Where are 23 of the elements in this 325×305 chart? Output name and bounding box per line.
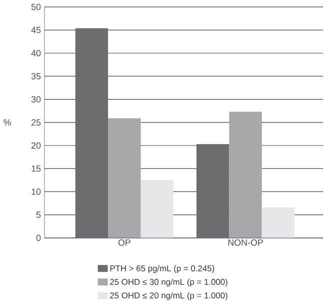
y-tick-label: 45	[31, 26, 41, 34]
y-tick-label: 0	[36, 234, 41, 241]
legend-label: 25 OHD ≤ 20 ng/mL (p = 1.000)	[110, 292, 228, 300]
y-tick-label: 35	[31, 72, 41, 80]
x-tick-label: NON-OP	[228, 239, 263, 246]
y-tick-label: 50	[31, 4, 41, 10]
bar	[108, 118, 141, 238]
y-tick-label: 15	[32, 165, 41, 172]
legend-label: PTH > 65 pg/mL (p = 0.245)	[110, 265, 214, 273]
y-tick-label: 20	[32, 142, 41, 149]
y-tick-label: 30	[31, 96, 41, 102]
bar	[75, 28, 108, 238]
y-tick-label: 40	[31, 50, 41, 56]
legend-label: 25 OHD ≤ 30 ng/mL (p = 1.000)	[110, 278, 228, 286]
x-tick-label: OP	[118, 239, 130, 246]
bar	[196, 144, 230, 238]
y-tick-label: 5	[36, 212, 41, 218]
y-tick-label: 25	[32, 119, 41, 126]
bar	[140, 180, 174, 238]
bar	[229, 112, 262, 238]
y-axis-title: %	[4, 119, 11, 126]
y-tick-label: 10	[32, 188, 41, 195]
bar	[262, 207, 295, 238]
